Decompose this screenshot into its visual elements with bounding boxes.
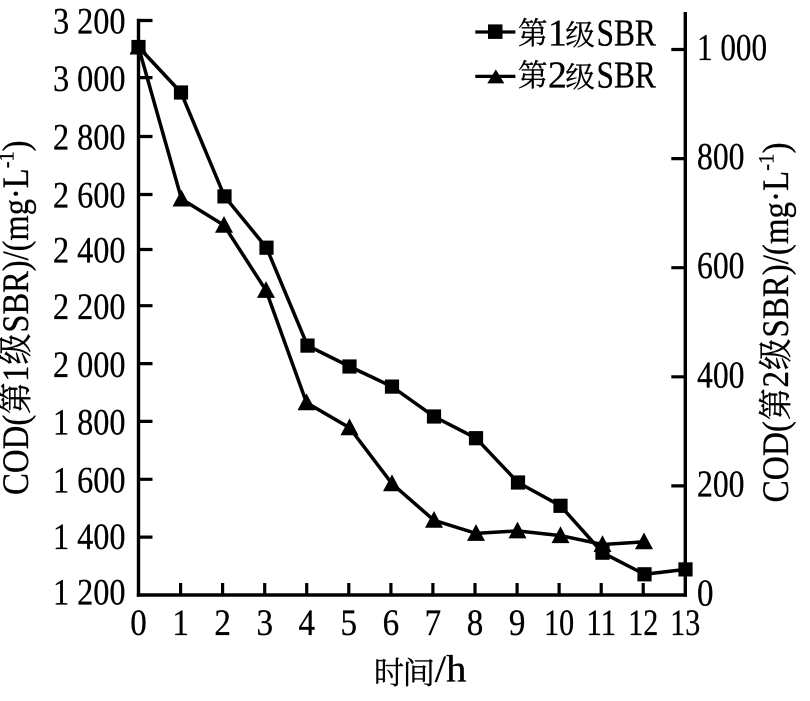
- svg-text:2 600: 2 600: [53, 176, 126, 217]
- svg-text:4: 4: [298, 603, 315, 644]
- svg-text:SBR: SBR: [597, 55, 657, 97]
- svg-text:2: 2: [548, 55, 567, 97]
- svg-text:2 400: 2 400: [53, 231, 126, 272]
- svg-text:0: 0: [130, 603, 147, 644]
- svg-text:2: 2: [755, 371, 796, 388]
- svg-text:1 600: 1 600: [53, 460, 126, 501]
- svg-text:2 800: 2 800: [53, 118, 126, 159]
- svg-text:2 200: 2 200: [53, 287, 126, 328]
- svg-text:SBR)/(mg·L: SBR)/(mg·L: [0, 168, 36, 332]
- svg-text:9: 9: [509, 603, 526, 644]
- svg-text:SBR: SBR: [597, 13, 657, 55]
- svg-text:11: 11: [586, 603, 616, 644]
- svg-text:3 000: 3 000: [53, 59, 126, 100]
- svg-text:SBR)/(mg·L: SBR)/(mg·L: [755, 171, 796, 338]
- svg-text:COD(: COD(: [755, 421, 796, 503]
- svg-text:/h: /h: [435, 649, 467, 691]
- svg-text:8: 8: [467, 603, 484, 644]
- svg-text:1 000: 1 000: [697, 27, 767, 69]
- svg-text:600: 600: [697, 245, 745, 287]
- svg-text:12: 12: [628, 603, 658, 644]
- svg-text:7: 7: [425, 603, 442, 644]
- svg-text:10: 10: [544, 603, 574, 644]
- svg-text:1: 1: [0, 366, 36, 382]
- svg-text:200: 200: [697, 463, 745, 505]
- svg-text:COD(: COD(: [0, 415, 36, 495]
- svg-text:-1: -1: [0, 151, 18, 168]
- svg-text:1: 1: [548, 13, 567, 55]
- svg-text:): ): [755, 142, 796, 153]
- svg-text:3: 3: [256, 603, 273, 644]
- svg-text:400: 400: [697, 354, 745, 396]
- svg-text:2 000: 2 000: [53, 345, 126, 386]
- svg-text:1 200: 1 200: [53, 573, 126, 614]
- svg-text:3 200: 3 200: [53, 2, 126, 43]
- svg-text:5: 5: [341, 603, 358, 644]
- svg-text:2: 2: [214, 603, 231, 644]
- svg-text:1 800: 1 800: [53, 402, 126, 443]
- svg-text:800: 800: [697, 136, 745, 178]
- svg-text:6: 6: [383, 603, 400, 644]
- svg-text:1: 1: [172, 603, 189, 644]
- svg-text:1 400: 1 400: [53, 517, 126, 558]
- svg-text:-1: -1: [753, 154, 778, 171]
- svg-text:): ): [0, 141, 36, 152]
- svg-text:0: 0: [697, 573, 714, 615]
- svg-text:13: 13: [670, 603, 700, 644]
